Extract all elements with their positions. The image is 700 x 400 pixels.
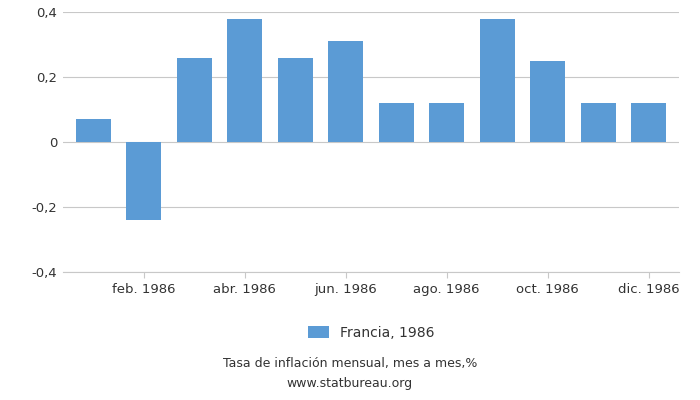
Bar — [631, 103, 666, 142]
Text: Tasa de inflación mensual, mes a mes,%: Tasa de inflación mensual, mes a mes,% — [223, 358, 477, 370]
Legend: Francia, 1986: Francia, 1986 — [308, 326, 434, 340]
Bar — [278, 58, 313, 142]
Bar — [429, 103, 464, 142]
Bar — [580, 103, 616, 142]
Bar — [530, 61, 566, 142]
Bar — [176, 58, 212, 142]
Bar — [126, 142, 162, 220]
Bar — [480, 18, 515, 142]
Bar — [328, 41, 363, 142]
Bar — [227, 18, 262, 142]
Bar — [76, 119, 111, 142]
Bar — [379, 103, 414, 142]
Text: www.statbureau.org: www.statbureau.org — [287, 378, 413, 390]
